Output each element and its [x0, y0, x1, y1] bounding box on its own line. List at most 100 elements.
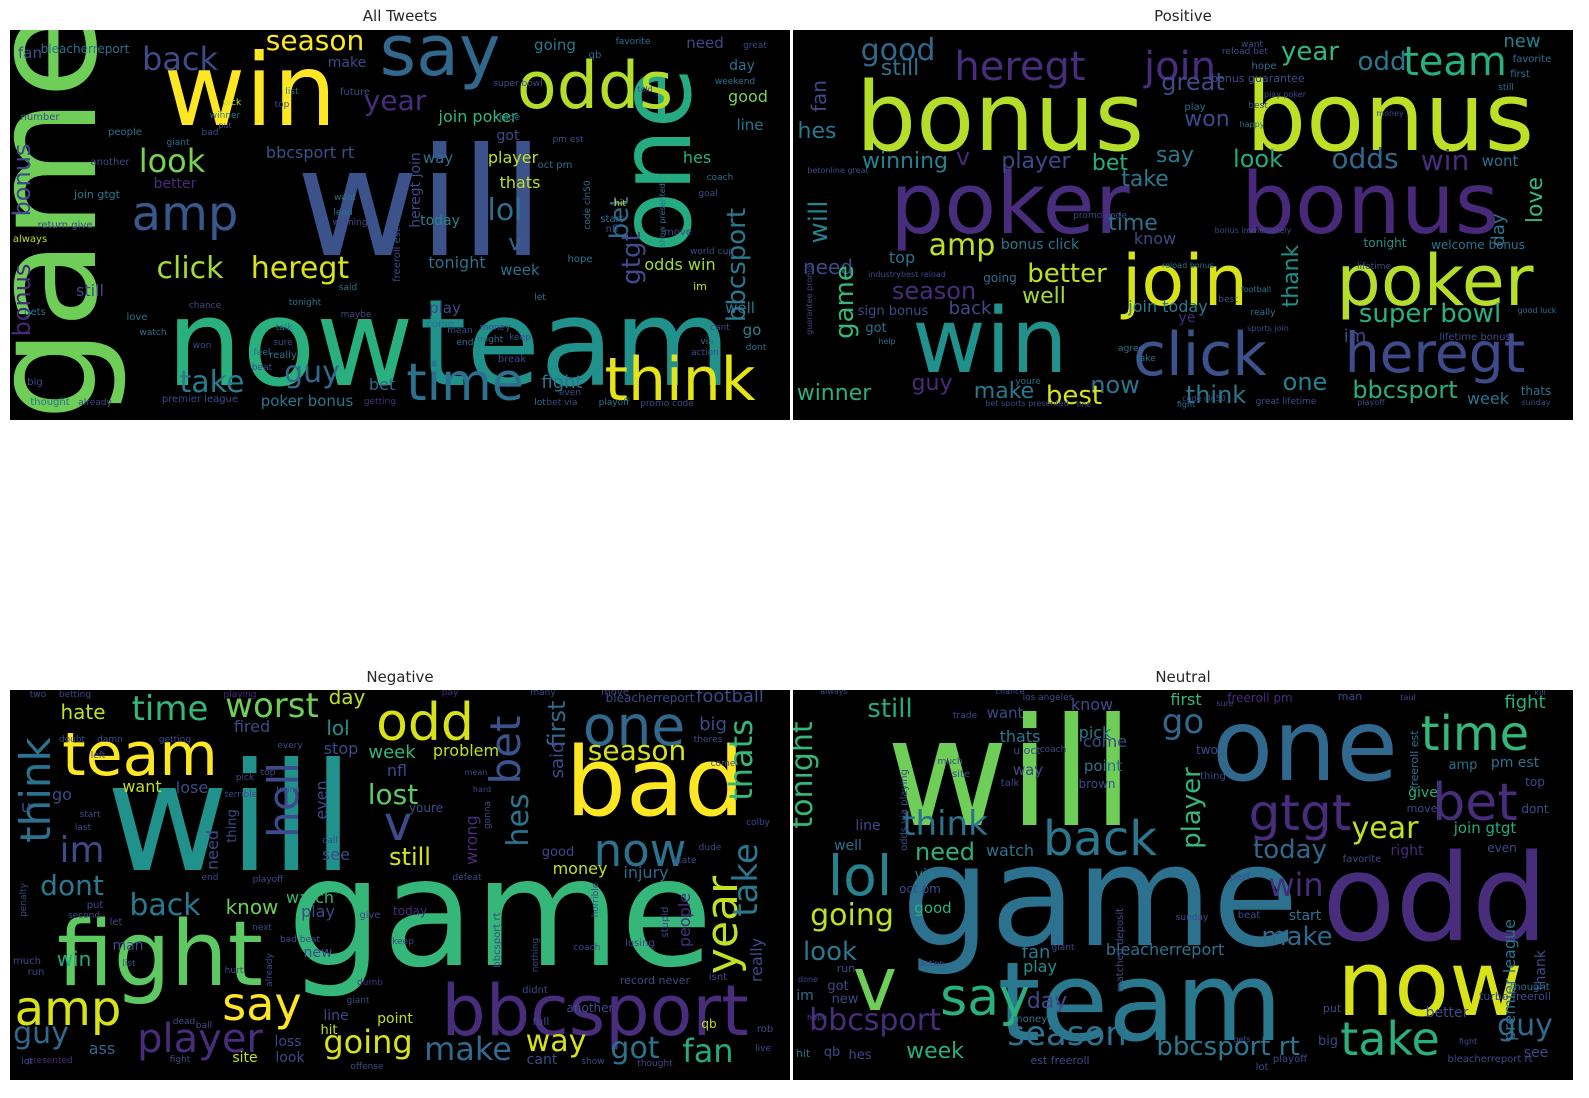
cloud-word: season: [1007, 1014, 1127, 1054]
cloud-word: trade: [496, 113, 520, 123]
cloud-word: v: [384, 796, 412, 852]
panel-title-negative: Negative: [366, 668, 434, 686]
cloud-word: goal: [698, 189, 717, 199]
cloud-word: win: [164, 32, 337, 149]
cloud-word: heregt: [954, 44, 1085, 90]
cloud-word: new: [1503, 31, 1540, 52]
cloud-word: going: [983, 271, 1017, 285]
cloud-word: say: [1156, 143, 1194, 168]
cloud-word: year: [1281, 37, 1339, 67]
cloud-word: got: [865, 321, 886, 336]
cloud-word: year: [1352, 811, 1420, 846]
cloud-word: day: [729, 58, 755, 74]
cloud-word: point: [1084, 757, 1122, 775]
cloud-word: wont: [1482, 152, 1519, 170]
cloud-word: hit: [614, 199, 626, 209]
cloud-word: two: [1196, 743, 1218, 757]
cloud-word: new: [304, 945, 333, 961]
cloud-word: won: [193, 341, 212, 351]
cloud-word: still: [389, 843, 431, 871]
cloud-word: poker: [1336, 240, 1533, 322]
cloud-word: thats: [722, 719, 760, 801]
cloud-word: hell: [259, 762, 308, 838]
cloud-word: take: [1121, 167, 1169, 192]
cloud-word: qb: [589, 50, 602, 61]
cloud-word: winner: [797, 381, 873, 406]
cloud-word: money: [1013, 1014, 1047, 1025]
cloud-word: got: [497, 128, 520, 144]
cloud-word: fan: [1022, 942, 1051, 963]
cloud-word: matched deposit: [1115, 908, 1126, 992]
cloud-word: play: [301, 902, 335, 921]
cloud-word: week: [368, 742, 416, 763]
cloud-word: getting: [364, 397, 396, 407]
cloud-word: watch: [139, 328, 166, 338]
cloud-word: two: [30, 690, 47, 700]
cloud-word: good: [914, 899, 951, 917]
cloud-word: penalty: [19, 882, 29, 916]
cloud-word: take: [180, 365, 245, 400]
cloud-word: tonight: [289, 298, 322, 308]
cloud-word: presented: [27, 1056, 72, 1066]
cloud-word: defeat: [453, 873, 482, 883]
cloud-word: bbcsport rt: [266, 143, 354, 162]
cloud-word: way: [1013, 761, 1043, 779]
cloud-word: win: [912, 289, 1068, 394]
cloud-word: watch: [986, 841, 1034, 860]
cloud-word: going: [534, 36, 576, 54]
cloud-word: keep: [392, 937, 414, 947]
cloud-word: move: [1407, 802, 1438, 815]
cloud-word: top: [275, 100, 290, 110]
cloud-word: year: [364, 84, 427, 117]
cloud-word: fight: [1177, 400, 1195, 409]
cloud-word: est freeroll: [1030, 1054, 1089, 1067]
cloud-word: let: [534, 293, 546, 303]
cloud-word: mean: [447, 326, 473, 336]
cloud-word: lost: [368, 778, 418, 811]
cloud-word: oct pm: [538, 160, 573, 171]
cloud-word: well: [1022, 284, 1066, 309]
cloud-word: one: [583, 694, 685, 758]
cloud-word: hes: [683, 148, 711, 167]
cloud-word: theres: [694, 735, 723, 745]
cloud-word: stupid: [660, 907, 671, 938]
cloud-word: run: [837, 962, 855, 975]
cloud-word: time: [132, 690, 209, 729]
cloud-word: already: [265, 953, 275, 987]
cloud-word: bonus guarantee: [1211, 72, 1305, 85]
cloud-word: show: [581, 1057, 604, 1067]
cloud-word: isnt: [709, 972, 727, 983]
cloud-word: pick: [1079, 723, 1112, 742]
cloud-word: look: [803, 937, 857, 967]
cloud-word: think: [11, 736, 60, 842]
cloud-word: always: [13, 234, 47, 245]
cloud-word: move: [601, 690, 629, 698]
cloud-word: line: [1077, 400, 1092, 409]
cloud-word: damn: [97, 735, 123, 745]
cloud-word: big: [1318, 1034, 1338, 1049]
cloud-word: premier league: [1500, 919, 1519, 1041]
cloud-word: turbo freeroll: [1479, 990, 1551, 1003]
cloud-word: best: [1218, 295, 1238, 305]
cloud-word: agree: [1118, 344, 1144, 354]
cloud-word: help: [878, 337, 895, 346]
cloud-word: got: [827, 979, 848, 994]
cloud-word: im: [59, 830, 104, 871]
cloud-word: said: [547, 742, 568, 779]
cloud-word: today: [1253, 835, 1327, 865]
cloud-word: action: [691, 348, 719, 358]
cloud-word: betonline great: [807, 166, 868, 175]
cloud-word: v: [853, 940, 897, 1028]
cloud-word: action: [920, 959, 945, 968]
cloud-word: team: [62, 720, 218, 790]
cloud-word: bonus click: [1001, 237, 1080, 253]
cloud-word: oct pm: [899, 882, 941, 896]
cloud-word: state: [674, 856, 697, 866]
cloud-word: maybe: [341, 310, 372, 320]
cloud-word: many: [530, 690, 556, 698]
cloud-word: reload bet: [1222, 47, 1268, 57]
cloud-word: first: [1170, 690, 1201, 709]
cloud-word: left: [91, 751, 106, 761]
cloud-word: bbcsport: [809, 1003, 941, 1038]
cloud-word: bet: [369, 375, 395, 394]
